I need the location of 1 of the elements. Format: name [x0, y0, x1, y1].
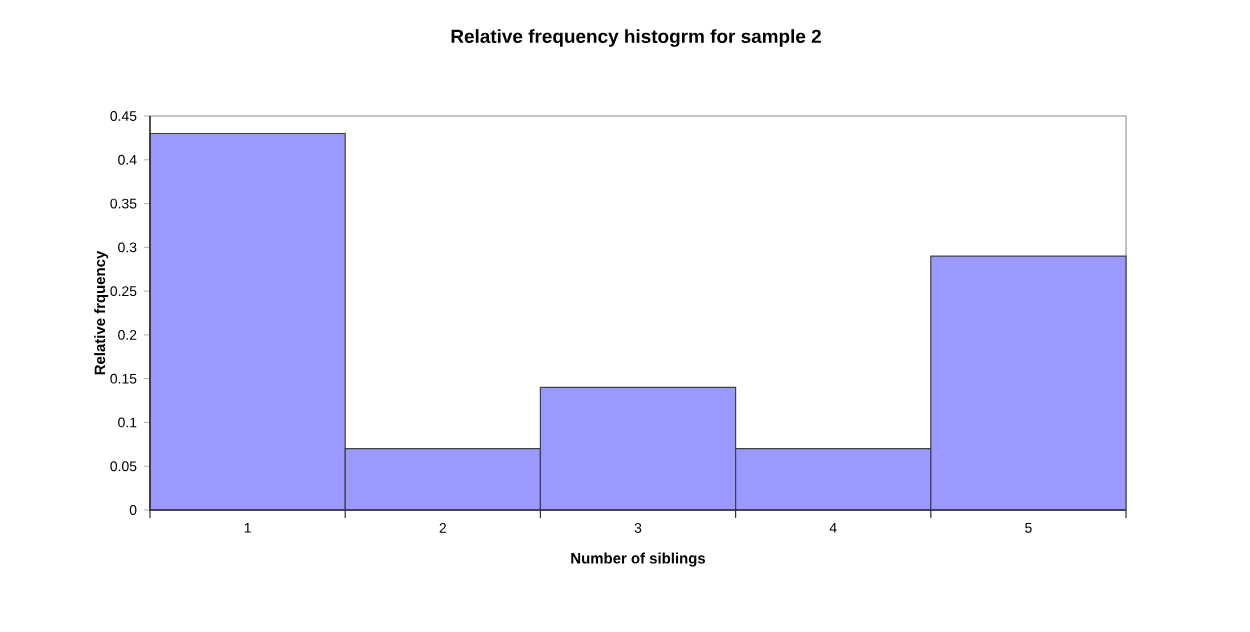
chart-title: Relative frequency histogrm for sample 2: [451, 29, 821, 47]
